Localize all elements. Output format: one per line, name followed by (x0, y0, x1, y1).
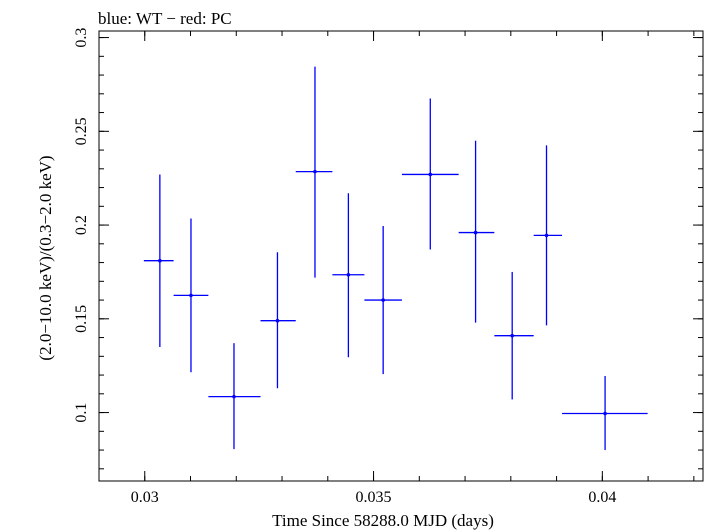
data-point (208, 343, 261, 450)
data-point (458, 140, 495, 323)
data-point (401, 98, 459, 250)
data-point (494, 271, 534, 400)
data-marker (473, 230, 478, 235)
y-tick-label: 0.15 (73, 305, 90, 333)
data-point (143, 174, 174, 347)
data-marker (313, 169, 317, 174)
data-point (173, 218, 209, 373)
data-marker (346, 272, 351, 277)
x-axis-label: Time Since 58288.0 MJD (days) (272, 511, 494, 530)
x-tick-label: 0.035 (356, 489, 392, 506)
data-marker (158, 258, 162, 263)
data-marker (510, 333, 514, 338)
y-axis-label: (2.0−10.0 keV)/(0.3−2.0 keV) (36, 155, 55, 360)
data-marker (603, 411, 607, 416)
data-marker (428, 172, 433, 177)
plot-frame (98, 30, 704, 482)
data-point (562, 376, 648, 451)
y-tick-labels: 0.1 0.15 0.2 0.25 0.3 (73, 28, 90, 423)
data-points (143, 66, 648, 451)
data-marker (232, 394, 236, 399)
y-tick-label: 0.25 (73, 117, 90, 145)
x-tick-label: 0.04 (588, 489, 616, 506)
chart-title: blue: WT − red: PC (98, 9, 232, 28)
data-marker (275, 318, 280, 323)
y-tick-label: 0.1 (73, 403, 90, 423)
data-point (364, 226, 402, 375)
data-point (260, 252, 296, 389)
x-tick-label: 0.03 (131, 489, 159, 506)
data-marker (381, 298, 385, 302)
data-marker (189, 293, 193, 298)
data-point (332, 193, 365, 358)
axis-ticks (98, 31, 703, 481)
y-tick-label: 0.2 (73, 215, 90, 235)
x-tick-labels: 0.03 0.035 0.04 (131, 489, 617, 506)
y-tick-label: 0.3 (73, 28, 90, 48)
data-point (533, 145, 563, 326)
data-point (295, 66, 333, 278)
data-marker (544, 233, 549, 238)
